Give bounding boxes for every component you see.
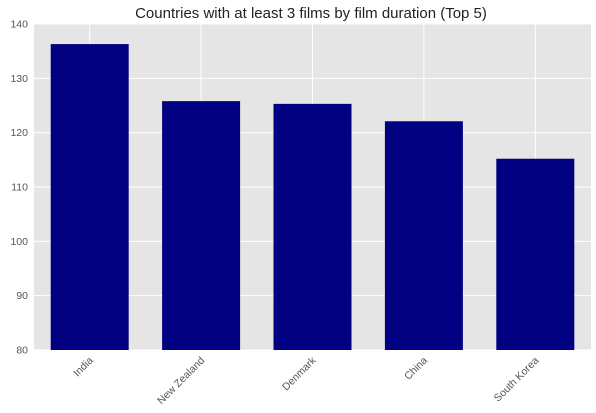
x-axis: India New Zealand Denmark China South Korea (71, 354, 541, 407)
y-tick-label: 120 (10, 127, 28, 139)
bars (50, 44, 575, 351)
chart-title: Countries with at least 3 films by film … (135, 5, 487, 22)
y-tick-label: 80 (16, 345, 28, 357)
bar-new-zealand (162, 101, 241, 350)
bar-denmark (273, 103, 352, 351)
bar-india (50, 44, 129, 350)
y-tick-label: 110 (11, 182, 28, 194)
y-axis: 80 90 100 110 120 130 140 (10, 19, 28, 357)
x-tick-label: Denmark (280, 354, 319, 393)
y-tick-label: 90 (16, 290, 28, 302)
x-tick-label: India (71, 355, 96, 380)
x-tick-label: New Zealand (155, 355, 207, 407)
y-tick-label: 130 (10, 73, 28, 85)
y-tick-label: 140 (10, 19, 28, 31)
bar-china (384, 121, 463, 350)
x-tick-label: South Korea (492, 355, 542, 405)
y-tick-label: 100 (10, 236, 28, 248)
bar-south-korea (496, 158, 575, 350)
x-tick-label: China (402, 355, 430, 383)
